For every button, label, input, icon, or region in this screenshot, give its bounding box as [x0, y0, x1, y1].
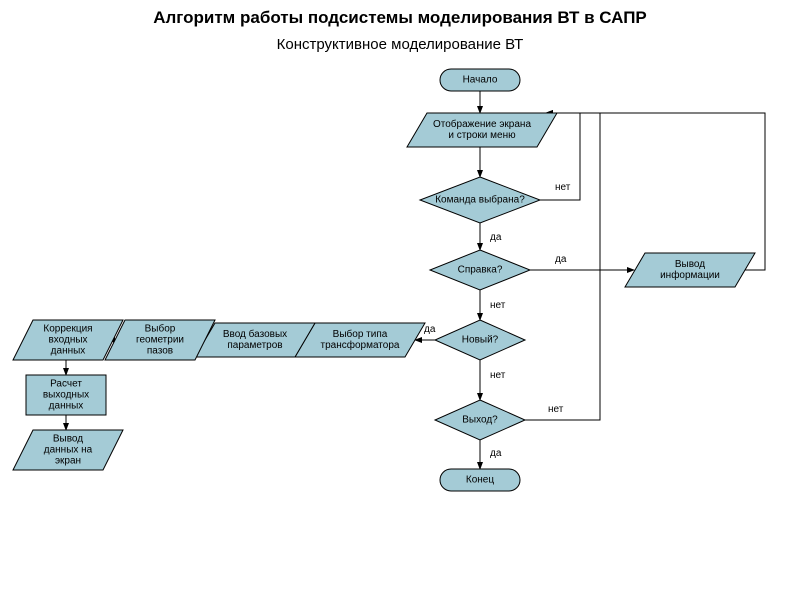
node-label-calc: выходных [43, 390, 89, 401]
edge-label-help-info: да [555, 254, 567, 265]
node-label-help: Справка? [458, 265, 503, 276]
edge-label-new-exit: нет [490, 370, 506, 381]
node-label-type: трансформатора [321, 339, 400, 351]
edge-label-exit-no-loop3: нет [548, 404, 564, 415]
edge-info-loop2 [546, 113, 765, 270]
node-label-corr: входных [48, 335, 87, 346]
node-label-calc: Расчет [50, 379, 82, 390]
edge-label-cmd-help: да [490, 232, 502, 243]
flowchart: да нет нет да нет да да нет Начало Отображение э… [0, 0, 800, 600]
node-label-out: экран [55, 456, 81, 467]
node-label-geom: пазов [147, 346, 173, 357]
node-label-cmd: Команда выбрана? [435, 194, 525, 206]
node-label-info: информации [660, 269, 720, 281]
node-label-display: и строки меню [448, 130, 516, 141]
edge-exit-no-loop3 [525, 113, 600, 420]
edge-label-exit-end: да [490, 448, 502, 459]
node-label-display: Отображение экрана [433, 118, 531, 130]
node-label-base: Ввод базовых [223, 328, 287, 340]
node-label-new: Новый? [462, 335, 499, 346]
node-label-start: Начало [463, 75, 498, 86]
node-label-info: Вывод [675, 259, 705, 270]
node-label-base: параметров [227, 340, 282, 351]
node-label-out: Вывод [53, 434, 83, 445]
node-label-type: Выбор типа [333, 328, 388, 340]
node-label-geom: геометрии [136, 335, 184, 346]
node-label-exit: Выход? [462, 415, 498, 426]
node-label-end: Конец [466, 475, 494, 486]
node-label-calc: данных [49, 401, 84, 412]
edge-label-help-new: нет [490, 300, 506, 311]
node-label-out: данных на [44, 445, 93, 456]
node-label-corr: Коррекция [43, 324, 92, 335]
edge-label-cmd-no-loop: нет [555, 182, 571, 193]
edge-label-new-type: да [424, 324, 436, 335]
node-label-corr: данных [51, 346, 86, 357]
node-label-geom: Выбор [145, 323, 176, 335]
